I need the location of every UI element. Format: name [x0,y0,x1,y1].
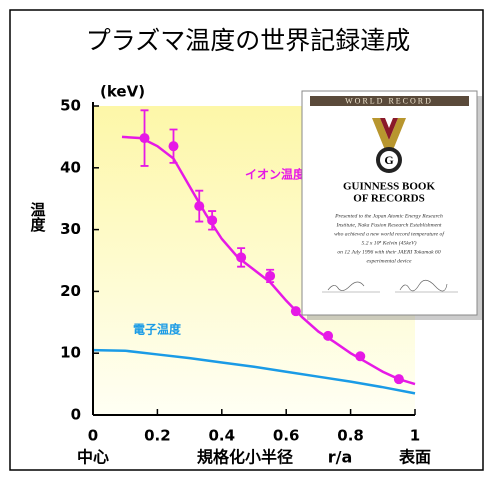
certificate-body: 5.2 x 10⁸ Kelvin (45keV) [362,239,417,246]
certificate-body: experimental device [367,258,412,264]
certificate-band [310,96,469,106]
y-tick-label: 20 [60,282,81,300]
chart-title: プラズマ温度の世界記録達成 [86,26,411,55]
y-tick-label: 30 [60,220,81,238]
certificate-body: Institute, Naka Fusion Research Establis… [336,222,442,228]
x-end-label: 中心 [77,448,109,467]
x-tick-label: 0.2 [144,427,171,445]
x-tick-label: 0 [88,427,98,445]
medal-letter: G [384,153,393,167]
data-point [236,252,247,263]
data-point [207,215,218,226]
certificate-body: who achieved a new world record temperat… [334,230,445,237]
x-end-label: 表面 [398,448,431,467]
medal-ribbon [372,118,406,150]
series-line [92,348,416,395]
y-tick-label: 50 [60,97,81,115]
medal [380,151,398,169]
series-line [121,135,416,386]
x-tick-label: 0.4 [209,427,236,445]
certificate-title: GUINNESS BOOK [343,181,435,193]
y-unit: (keV) [100,83,145,101]
x-tick-label: 0.8 [337,427,364,445]
medal-ribbon [380,118,398,140]
x-unit: r/a [328,448,353,467]
data-point [265,270,276,281]
x-tick-label: 0.6 [273,427,300,445]
data-point [168,141,179,152]
y-tick-label: 40 [60,158,81,176]
signature [327,279,448,292]
certificate-header: WORLD RECORD [345,96,433,105]
certificate-body: on 12 July 1996 with their JAERI Tokamak… [337,249,440,255]
x-label: 規格化小半径 [197,448,293,467]
y-tick-label: 0 [71,406,81,424]
certificate-body: Presented to the Japan Atomic Energy Res… [334,213,443,219]
certificate-title: OF RECORDS [353,193,424,205]
series-label: 電子温度 [133,322,182,337]
series-label: イオン温度 [245,167,306,182]
y-tick-label: 10 [60,344,81,362]
x-tick-label: 1 [410,427,420,445]
y-label: 温度 [29,202,47,233]
